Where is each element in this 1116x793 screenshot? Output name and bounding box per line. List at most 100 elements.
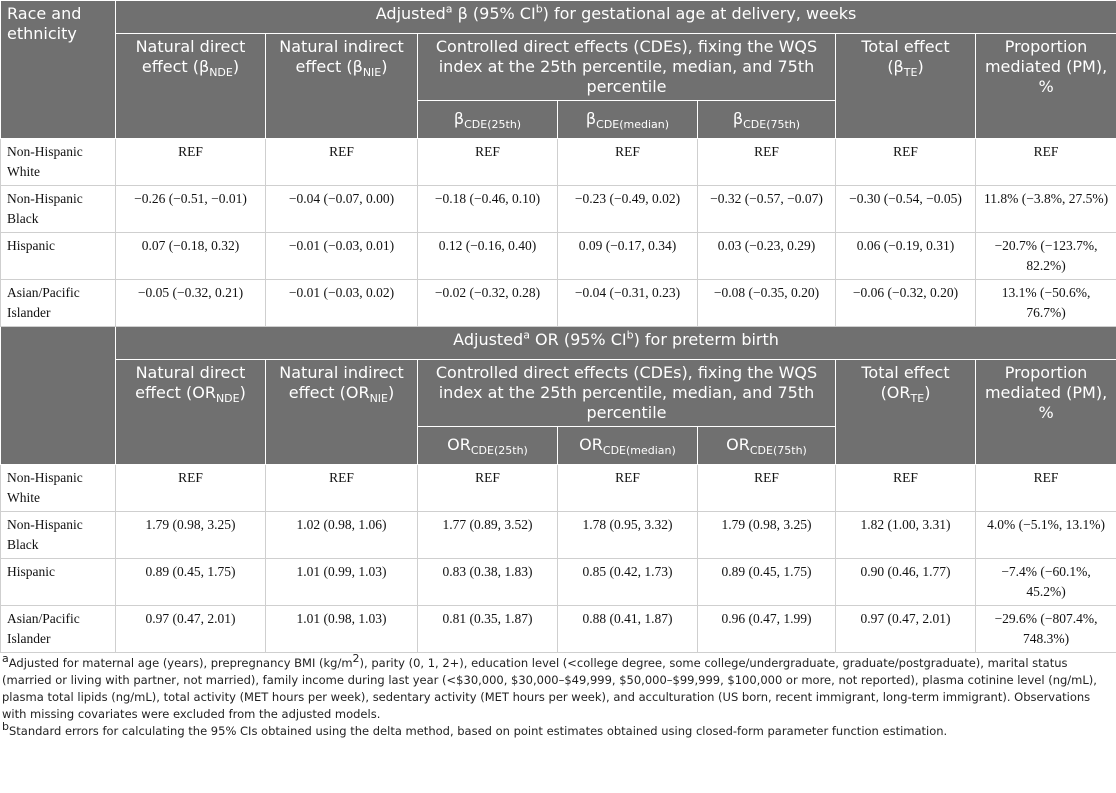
header-row: ORCDE(25th) ORCDE(median) ORCDE(75th) xyxy=(1,426,1116,465)
cell: −0.01 (−0.03, 0.01) xyxy=(265,232,418,280)
subscript: CDE(25th) xyxy=(470,444,528,458)
sub-column-header: ORCDE(median) xyxy=(557,426,698,465)
race-header xyxy=(0,326,116,465)
cell: 4.0% (−5.1%, 13.1%) xyxy=(974,511,1116,559)
cell: −0.08 (−0.35, 0.20) xyxy=(697,279,836,327)
header-row: Race and ethnicity Adjusteda β (95% CIb) … xyxy=(0,0,1116,139)
column-header: Natural direct effect (βNDE) xyxy=(115,33,266,139)
header-row: βCDE(25th) βCDE(median) βCDE(75th) xyxy=(1,100,1116,139)
row-label: Hispanic xyxy=(0,558,116,606)
text-segment: ) xyxy=(388,383,395,402)
cell: 0.83 (0.38, 1.83) xyxy=(417,558,558,606)
cell: −29.6% (−807.4%, 748.3%) xyxy=(974,605,1116,653)
text-segment: Natural indirect effect (OR xyxy=(279,363,404,402)
cell: −0.23 (−0.49, 0.02) xyxy=(557,185,698,233)
text-segment: Natural indirect effect (β xyxy=(279,37,404,76)
column-header: Proportion mediated (PM), % xyxy=(974,33,1116,139)
cell: REF xyxy=(974,138,1116,186)
cell: 1.79 (0.98, 3.25) xyxy=(115,511,266,559)
text-segment: β xyxy=(732,109,744,128)
cell: −0.06 (−0.32, 0.20) xyxy=(835,279,976,327)
cell: REF xyxy=(835,464,976,512)
cell: REF xyxy=(974,464,1116,512)
cell: 0.97 (0.47, 2.01) xyxy=(115,605,266,653)
cell: 0.90 (0.46, 1.77) xyxy=(835,558,976,606)
sub-column-header: ORCDE(25th) xyxy=(417,426,558,465)
cell: REF xyxy=(417,138,558,186)
cell: 0.89 (0.45, 1.75) xyxy=(115,558,266,606)
cell: 0.88 (0.41, 1.87) xyxy=(557,605,698,653)
row-label: Asian/Pacific Islander xyxy=(0,279,116,327)
cell: 1.01 (0.98, 1.03) xyxy=(265,605,418,653)
column-header: Total effect (ORTE) xyxy=(835,359,976,465)
cell: −0.04 (−0.31, 0.23) xyxy=(557,279,698,327)
cell: 11.8% (−3.8%, 27.5%) xyxy=(974,185,1116,233)
text-segment: Adjusted for maternal age (years), prepr… xyxy=(8,656,353,670)
subscript: CDE(median) xyxy=(596,118,670,132)
footnotes: aAdjusted for maternal age (years), prep… xyxy=(0,653,1116,740)
subscript: NIE xyxy=(369,392,388,406)
superscript: b xyxy=(535,2,543,16)
column-header: Natural indirect effect (βNIE) xyxy=(265,33,418,139)
subscript: TE xyxy=(910,392,925,406)
row-label: Non-Hispanic White xyxy=(0,138,116,186)
subscript: CDE(25th) xyxy=(464,118,522,132)
cell: REF xyxy=(557,464,698,512)
cell: 0.96 (0.47, 1.99) xyxy=(697,605,836,653)
cell: 0.06 (−0.19, 0.31) xyxy=(835,232,976,280)
cell: 0.89 (0.45, 1.75) xyxy=(697,558,836,606)
results-table: Race and ethnicity Adjusteda β (95% CIb) … xyxy=(0,0,1116,653)
data-row: Non-Hispanic White REF REF REF REF REF REF REF xyxy=(0,464,1116,512)
sub-column-header: βCDE(25th) xyxy=(417,100,558,139)
row-label: Asian/Pacific Islander xyxy=(0,605,116,653)
cell: 0.85 (0.42, 1.73) xyxy=(557,558,698,606)
text-segment: Natural direct effect (OR xyxy=(135,363,246,402)
cell: −20.7% (−123.7%, 82.2%) xyxy=(974,232,1116,280)
data-row: Non-Hispanic Black 1.79 (0.98, 3.25) 1.02 … xyxy=(0,511,1116,559)
subscript: CDE(75th) xyxy=(749,444,807,458)
section-title: Adjusteda β (95% CIb) for gestational ag… xyxy=(114,0,1116,34)
column-header: Total effect (βTE) xyxy=(835,33,976,139)
column-header: Natural indirect effect (ORNIE) xyxy=(265,359,418,465)
text-segment: β (95% CI xyxy=(452,4,536,23)
cell: 0.12 (−0.16, 0.40) xyxy=(417,232,558,280)
cell: 1.77 (0.89, 3.52) xyxy=(417,511,558,559)
cell: −0.30 (−0.54, −0.05) xyxy=(835,185,976,233)
cell: 1.82 (1.00, 3.31) xyxy=(835,511,976,559)
text-segment: ) for gestational age at delivery, weeks xyxy=(542,4,857,23)
cell: −0.26 (−0.51, −0.01) xyxy=(115,185,266,233)
data-row: Non-Hispanic Black −0.26 (−0.51, −0.01) −0… xyxy=(0,185,1116,233)
footnote: bStandard errors for calculating the 95%… xyxy=(2,721,1116,740)
text-segment: ) xyxy=(381,57,388,76)
race-header: Race and ethnicity xyxy=(0,0,116,139)
cell: 0.97 (0.47, 2.01) xyxy=(835,605,976,653)
text-segment: Total effect (β xyxy=(861,37,950,76)
header-row: Adjusteda OR (95% CIb) for preterm birth xyxy=(0,326,1116,465)
data-row: Asian/Pacific Islander −0.05 (−0.32, 0.21… xyxy=(0,279,1116,327)
cell: REF xyxy=(115,464,266,512)
text-segment: Natural direct effect (β xyxy=(135,37,246,76)
cell: REF xyxy=(557,138,698,186)
cell: 13.1% (−50.6%, 76.7%) xyxy=(974,279,1116,327)
subscript: NIE xyxy=(362,66,382,80)
text-segment: β xyxy=(585,109,597,128)
cell: 0.81 (0.35, 1.87) xyxy=(417,605,558,653)
subscript: CDE(median) xyxy=(602,444,676,458)
cell: REF xyxy=(417,464,558,512)
data-row: Asian/Pacific Islander 0.97 (0.47, 2.01) 1… xyxy=(0,605,1116,653)
text-segment: Total effect (OR xyxy=(861,363,950,402)
cell: 1.02 (0.98, 1.06) xyxy=(265,511,418,559)
subscript: NDE xyxy=(209,66,233,80)
row-label: Non-Hispanic Black xyxy=(0,185,116,233)
superscript: a xyxy=(2,652,9,666)
subscript: TE xyxy=(903,66,918,80)
text-segment: Standard errors for calculating the 95% … xyxy=(8,724,948,738)
sub-column-header: βCDE(75th) xyxy=(697,100,836,139)
cell: 1.79 (0.98, 3.25) xyxy=(697,511,836,559)
cell: −0.32 (−0.57, −0.07) xyxy=(697,185,836,233)
cell: −7.4% (−60.1%, 45.2%) xyxy=(974,558,1116,606)
row-label: Non-Hispanic Black xyxy=(0,511,116,559)
cell: REF xyxy=(265,464,418,512)
text-segment: ) xyxy=(239,383,246,402)
